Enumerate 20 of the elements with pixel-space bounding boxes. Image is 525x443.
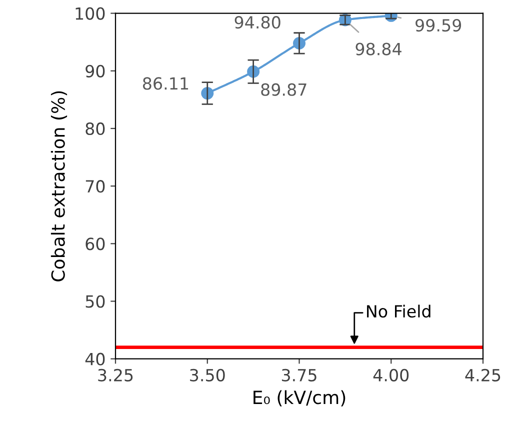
y-tick-label: 80 bbox=[86, 122, 105, 136]
x-tick-label: 4.25 bbox=[465, 368, 500, 382]
y-tick-label: 50 bbox=[86, 295, 105, 308]
x-tick-label: 4.00 bbox=[373, 368, 409, 382]
y-tick-label: 90 bbox=[86, 64, 105, 78]
x-tick-label: 3.75 bbox=[282, 368, 316, 382]
data-label: 89.87 bbox=[261, 83, 306, 96]
x-axis-title: E₀ (kV/cm) bbox=[254, 390, 346, 406]
y-axis-title: Cobalt extraction (%) bbox=[50, 91, 68, 282]
x-tick-label: 3.25 bbox=[98, 368, 133, 382]
data-label: 99.59 bbox=[416, 18, 462, 32]
ref-line-label: No Field bbox=[367, 304, 430, 318]
y-tick-label: 100 bbox=[76, 7, 105, 20]
y-tick-label: 40 bbox=[85, 352, 105, 366]
x-tick-label: 3.50 bbox=[190, 368, 225, 382]
data-label: 98.84 bbox=[356, 42, 402, 56]
data-label: 86.11 bbox=[142, 77, 188, 90]
data-label: 94.80 bbox=[234, 16, 280, 29]
y-tick-label: 70 bbox=[86, 180, 105, 193]
y-tick-label: 60 bbox=[86, 238, 105, 250]
